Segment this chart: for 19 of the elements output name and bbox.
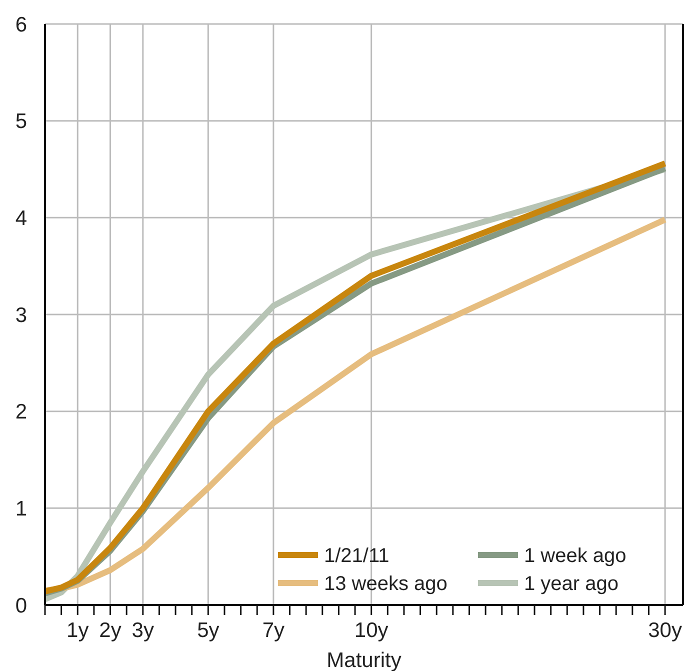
x-tick-label: 3y — [132, 619, 154, 642]
x-tick-label: 1y — [66, 619, 90, 642]
y-tick-label: 0 — [15, 594, 27, 618]
legend-label: 13 weeks ago — [324, 573, 448, 595]
x-tick-label: 5y — [197, 619, 220, 642]
y-tick-label: 6 — [15, 13, 27, 36]
y-tick-label: 4 — [15, 207, 28, 230]
x-axis-title: Maturity — [326, 649, 402, 671]
x-tick-label: 2y — [99, 619, 122, 642]
y-tick-label: 2 — [15, 400, 27, 424]
y-tick-label: 5 — [15, 110, 27, 134]
x-tick-label: 10y — [354, 619, 389, 642]
x-tick-label: 30y — [648, 619, 682, 642]
legend-label: 1/21/11 — [324, 545, 390, 567]
x-tick-label: 7y — [262, 619, 286, 642]
y-tick-label: 3 — [15, 304, 27, 327]
legend-label: 1 year ago — [524, 573, 619, 595]
legend-label: 1 week ago — [524, 545, 626, 567]
y-tick-label: 1 — [15, 498, 27, 521]
